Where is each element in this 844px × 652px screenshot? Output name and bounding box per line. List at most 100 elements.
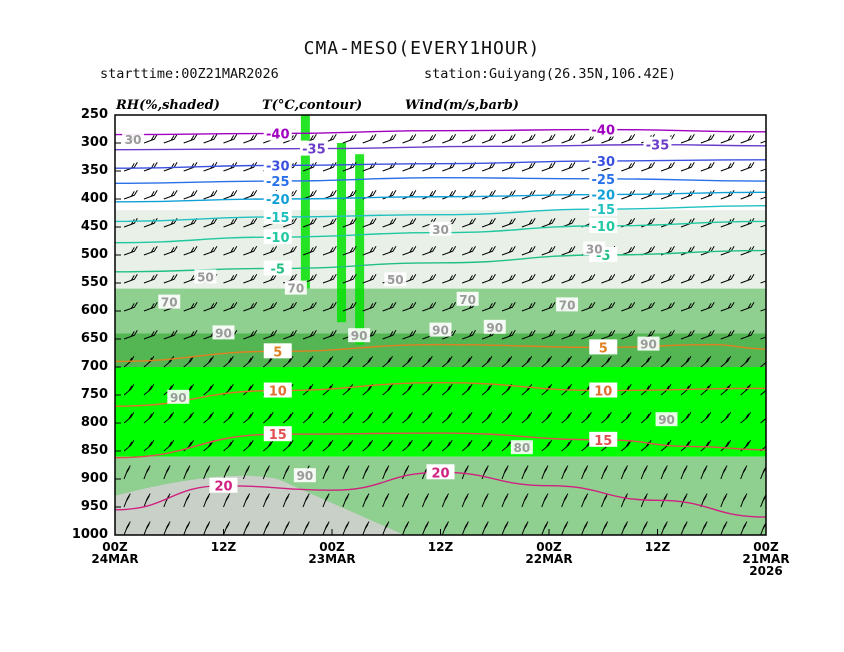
wind-barb-335 bbox=[223, 411, 234, 424]
wind-barb-233 bbox=[163, 329, 178, 340]
temp-label-bg bbox=[589, 121, 618, 137]
rh-label: 70 bbox=[559, 298, 576, 312]
wind-barb-434 bbox=[223, 493, 231, 508]
temp-label-bg bbox=[209, 477, 238, 493]
wind-barb-463 bbox=[143, 521, 151, 535]
temp-label-bg bbox=[263, 260, 292, 276]
wind-barb-184 bbox=[501, 273, 516, 284]
wind-barb-379 bbox=[441, 439, 453, 452]
wind-barb-66 bbox=[123, 189, 138, 200]
wind-barb-225 bbox=[660, 301, 675, 312]
rh-label-bg bbox=[348, 328, 371, 343]
wind-barb-191 bbox=[641, 273, 655, 284]
temp-contour--20 bbox=[115, 191, 766, 203]
wind-barb-373 bbox=[322, 439, 334, 452]
rh-column-1 bbox=[337, 143, 347, 323]
x-tick-label: 00Z 23MAR bbox=[308, 540, 356, 566]
wind-barb-241 bbox=[322, 329, 337, 340]
wind-barb-481 bbox=[501, 521, 509, 535]
wind-barb-427 bbox=[740, 465, 748, 480]
wind-barb-480 bbox=[481, 521, 489, 535]
wind-barb-450 bbox=[541, 493, 549, 508]
wind-barb-426 bbox=[720, 465, 728, 480]
wind-barb-176 bbox=[342, 273, 357, 284]
wind-barb-489 bbox=[660, 521, 668, 535]
wind-barb-138 bbox=[243, 245, 258, 256]
wind-barb-232 bbox=[143, 329, 158, 340]
wind-barb-70 bbox=[203, 189, 218, 200]
temp-contour-10 bbox=[115, 381, 766, 407]
temp-contour--30 bbox=[115, 159, 766, 169]
start-time: starttime:00Z21MAR2026 bbox=[100, 66, 279, 82]
wind-barb-82 bbox=[442, 189, 457, 200]
rh-label: 90 bbox=[351, 329, 368, 343]
wind-barb-484 bbox=[561, 521, 569, 535]
wind-barb-340 bbox=[322, 411, 334, 424]
wind-barb-341 bbox=[342, 411, 354, 424]
wind-barb-477 bbox=[421, 521, 430, 535]
wind-barb-153 bbox=[541, 245, 556, 256]
wind-barb-263 bbox=[760, 336, 766, 340]
wind-barb-378 bbox=[422, 439, 433, 452]
contour-labels: -40 -40-35 -35-30 -30-25 -25-20 -20-15-15-10-… bbox=[122, 121, 678, 495]
wind-barb-303 bbox=[243, 383, 254, 396]
wind-barb-219 bbox=[541, 301, 556, 312]
wind-barb-3 bbox=[183, 133, 198, 144]
wind-barb-230 bbox=[760, 308, 766, 312]
wind-barb-17 bbox=[462, 133, 476, 144]
wind-barb-429 bbox=[123, 493, 131, 508]
wind-barb-197 bbox=[760, 280, 766, 284]
wind-barb-295 bbox=[740, 355, 751, 368]
wind-barb-202 bbox=[203, 301, 218, 312]
wind-barb-377 bbox=[402, 439, 413, 452]
wind-barb-493 bbox=[740, 521, 748, 535]
rh-label-bg bbox=[637, 336, 660, 351]
wind-barb-113 bbox=[402, 217, 417, 228]
wind-barb-256 bbox=[621, 329, 636, 340]
wind-barb-183 bbox=[481, 273, 496, 284]
wind-barb-275 bbox=[342, 355, 354, 368]
wind-barb-98 bbox=[760, 196, 766, 200]
rh-label: 70 bbox=[161, 296, 178, 310]
wind-barb-185 bbox=[521, 273, 536, 284]
wind-barb-154 bbox=[561, 245, 576, 256]
wind-barb-254 bbox=[581, 329, 596, 340]
wind-barb-396 bbox=[123, 465, 131, 480]
wind-barb-365 bbox=[163, 439, 175, 452]
temp-label-bg bbox=[299, 140, 328, 156]
wind-barb-137 bbox=[223, 245, 238, 256]
rh-label-bg bbox=[158, 294, 181, 309]
wind-barb-167 bbox=[163, 273, 178, 284]
wind-barb-216 bbox=[481, 301, 496, 312]
wind-barb-252 bbox=[541, 329, 556, 340]
wind-barb-360 bbox=[720, 411, 732, 424]
wind-barb-351 bbox=[541, 411, 553, 424]
wind-barb-192 bbox=[660, 273, 675, 284]
wind-barb-465 bbox=[183, 521, 191, 535]
rh-band-4 bbox=[115, 367, 766, 457]
wind-barb-384 bbox=[541, 439, 553, 452]
wind-barb-53 bbox=[521, 161, 536, 172]
wind-barb-464 bbox=[163, 521, 171, 535]
wind-barb-369 bbox=[243, 439, 254, 452]
temp-label--25: -25 bbox=[266, 175, 290, 190]
wind-barb-478 bbox=[441, 521, 449, 535]
wind-barb-177 bbox=[362, 273, 377, 284]
temp-label--10: -10 bbox=[592, 220, 616, 235]
wind-barb-234 bbox=[183, 329, 198, 340]
wind-barb-148 bbox=[442, 245, 457, 256]
wind-barb-43 bbox=[322, 161, 337, 172]
x-tick-label: 12Z bbox=[644, 540, 671, 554]
rh-label: 90 bbox=[640, 338, 657, 352]
wind-barb-492 bbox=[720, 521, 728, 535]
y-tick-label: 300 bbox=[80, 135, 108, 150]
temp-label--40: -40 bbox=[266, 127, 290, 142]
wind-barb-194 bbox=[700, 273, 715, 284]
wind-barb-189 bbox=[601, 273, 616, 284]
wind-barb-261 bbox=[720, 329, 735, 340]
wind-barb-231 bbox=[123, 329, 138, 340]
wind-barb-218 bbox=[521, 301, 536, 312]
axes bbox=[114, 114, 767, 536]
wind-barb-288 bbox=[601, 355, 612, 368]
wind-barb-448 bbox=[501, 493, 509, 508]
